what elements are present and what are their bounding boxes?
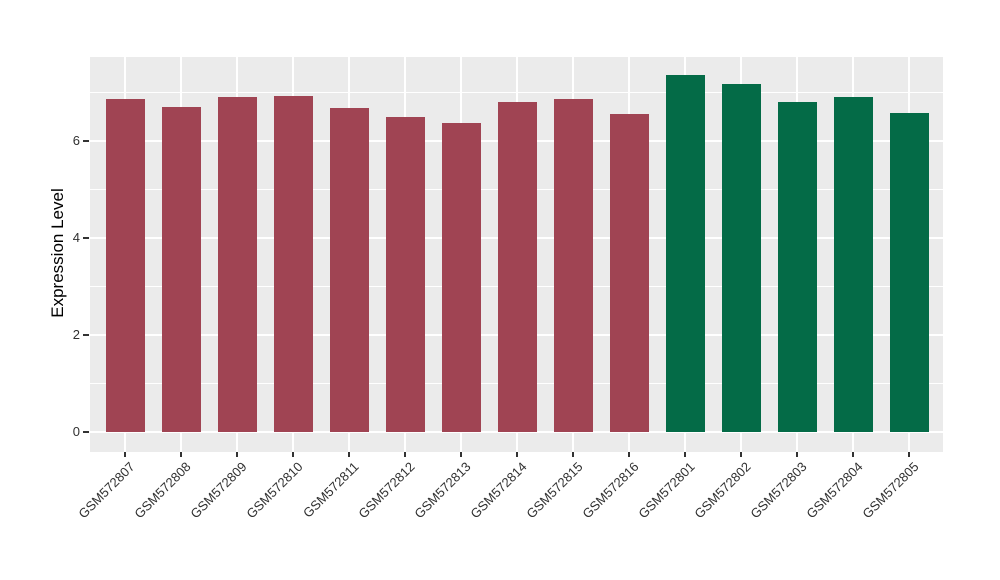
x-tick-label: GSM572815 [523,459,586,522]
bar-GSM572816 [609,114,649,432]
x-tick-label: GSM572804 [803,459,866,522]
x-tick-mark [740,452,743,457]
x-tick-label: GSM572816 [579,459,642,522]
bar-GSM572802 [721,84,761,432]
x-tick-label: GSM572807 [75,459,138,522]
x-tick-label: GSM572813 [411,459,474,522]
x-tick-label: GSM572803 [747,459,810,522]
x-tick-mark [684,452,687,457]
bar-GSM572811 [329,107,369,432]
x-tick-mark [292,452,295,457]
x-tick-label: GSM572814 [467,459,530,522]
x-tick-mark [460,452,463,457]
x-tick-label: GSM572805 [859,459,922,522]
y-tick-mark [83,334,89,336]
y-tick-mark [83,237,89,239]
x-tick-label: GSM572811 [300,459,362,521]
x-tick-label: GSM572810 [243,459,306,522]
plot-panel [90,57,943,452]
y-tick-label: 4 [72,230,80,245]
x-tick-mark [236,452,239,457]
bar-GSM572808 [161,106,201,432]
bar-GSM572810 [273,96,313,432]
x-tick-label: GSM572801 [635,459,698,522]
y-tick-label: 6 [72,133,80,148]
bar-GSM572804 [833,97,873,432]
bar-GSM572803 [777,102,817,432]
bar-GSM572805 [889,112,929,432]
x-tick-label: GSM572808 [131,459,194,522]
bar-GSM572801 [665,74,705,432]
bar-GSM572809 [217,96,257,432]
x-tick-mark [348,452,351,457]
x-tick-mark [124,452,127,457]
y-tick-label: 0 [72,424,80,439]
bar-GSM572807 [105,98,145,432]
bar-GSM572815 [553,99,593,432]
y-tick-mark [83,431,89,433]
x-tick-mark [516,452,519,457]
bar-GSM572812 [385,116,425,432]
y-tick-mark [83,140,89,142]
x-tick-mark [796,452,799,457]
y-tick-label: 2 [72,327,80,342]
x-tick-mark [908,452,911,457]
bar-GSM572814 [497,101,537,432]
x-tick-mark [572,452,575,457]
x-tick-label: GSM572812 [355,459,418,522]
x-tick-label: GSM572809 [187,459,250,522]
x-tick-mark [404,452,407,457]
x-tick-mark [628,452,631,457]
x-tick-label: GSM572802 [691,459,754,522]
bar-GSM572813 [441,122,481,432]
x-tick-mark [180,452,183,457]
x-tick-mark [852,452,855,457]
